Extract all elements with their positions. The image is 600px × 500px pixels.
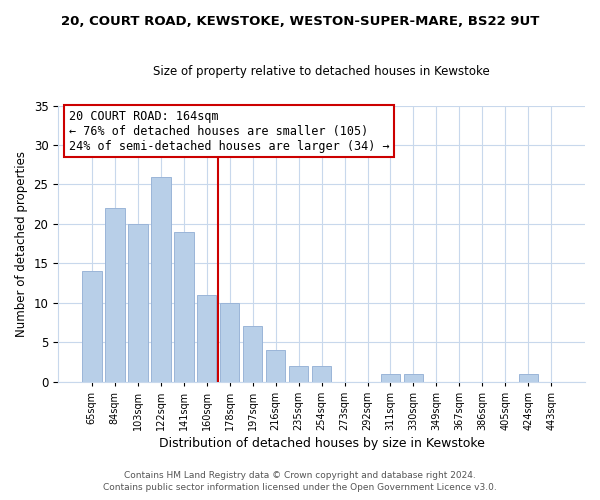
Bar [220, 303, 239, 382]
Bar [518, 374, 538, 382]
Bar [197, 295, 217, 382]
Bar [243, 326, 262, 382]
Bar [289, 366, 308, 382]
Bar [404, 374, 423, 382]
Bar [128, 224, 148, 382]
Bar [174, 232, 194, 382]
Bar [82, 271, 101, 382]
Text: 20, COURT ROAD, KEWSTOKE, WESTON-SUPER-MARE, BS22 9UT: 20, COURT ROAD, KEWSTOKE, WESTON-SUPER-M… [61, 15, 539, 28]
Bar [151, 176, 170, 382]
Title: Size of property relative to detached houses in Kewstoke: Size of property relative to detached ho… [153, 65, 490, 78]
Text: Contains HM Land Registry data © Crown copyright and database right 2024.
Contai: Contains HM Land Registry data © Crown c… [103, 471, 497, 492]
Text: 20 COURT ROAD: 164sqm
← 76% of detached houses are smaller (105)
24% of semi-det: 20 COURT ROAD: 164sqm ← 76% of detached … [68, 110, 389, 152]
Bar [381, 374, 400, 382]
Bar [312, 366, 331, 382]
Y-axis label: Number of detached properties: Number of detached properties [15, 150, 28, 336]
Bar [105, 208, 125, 382]
X-axis label: Distribution of detached houses by size in Kewstoke: Distribution of detached houses by size … [158, 437, 485, 450]
Bar [266, 350, 286, 382]
